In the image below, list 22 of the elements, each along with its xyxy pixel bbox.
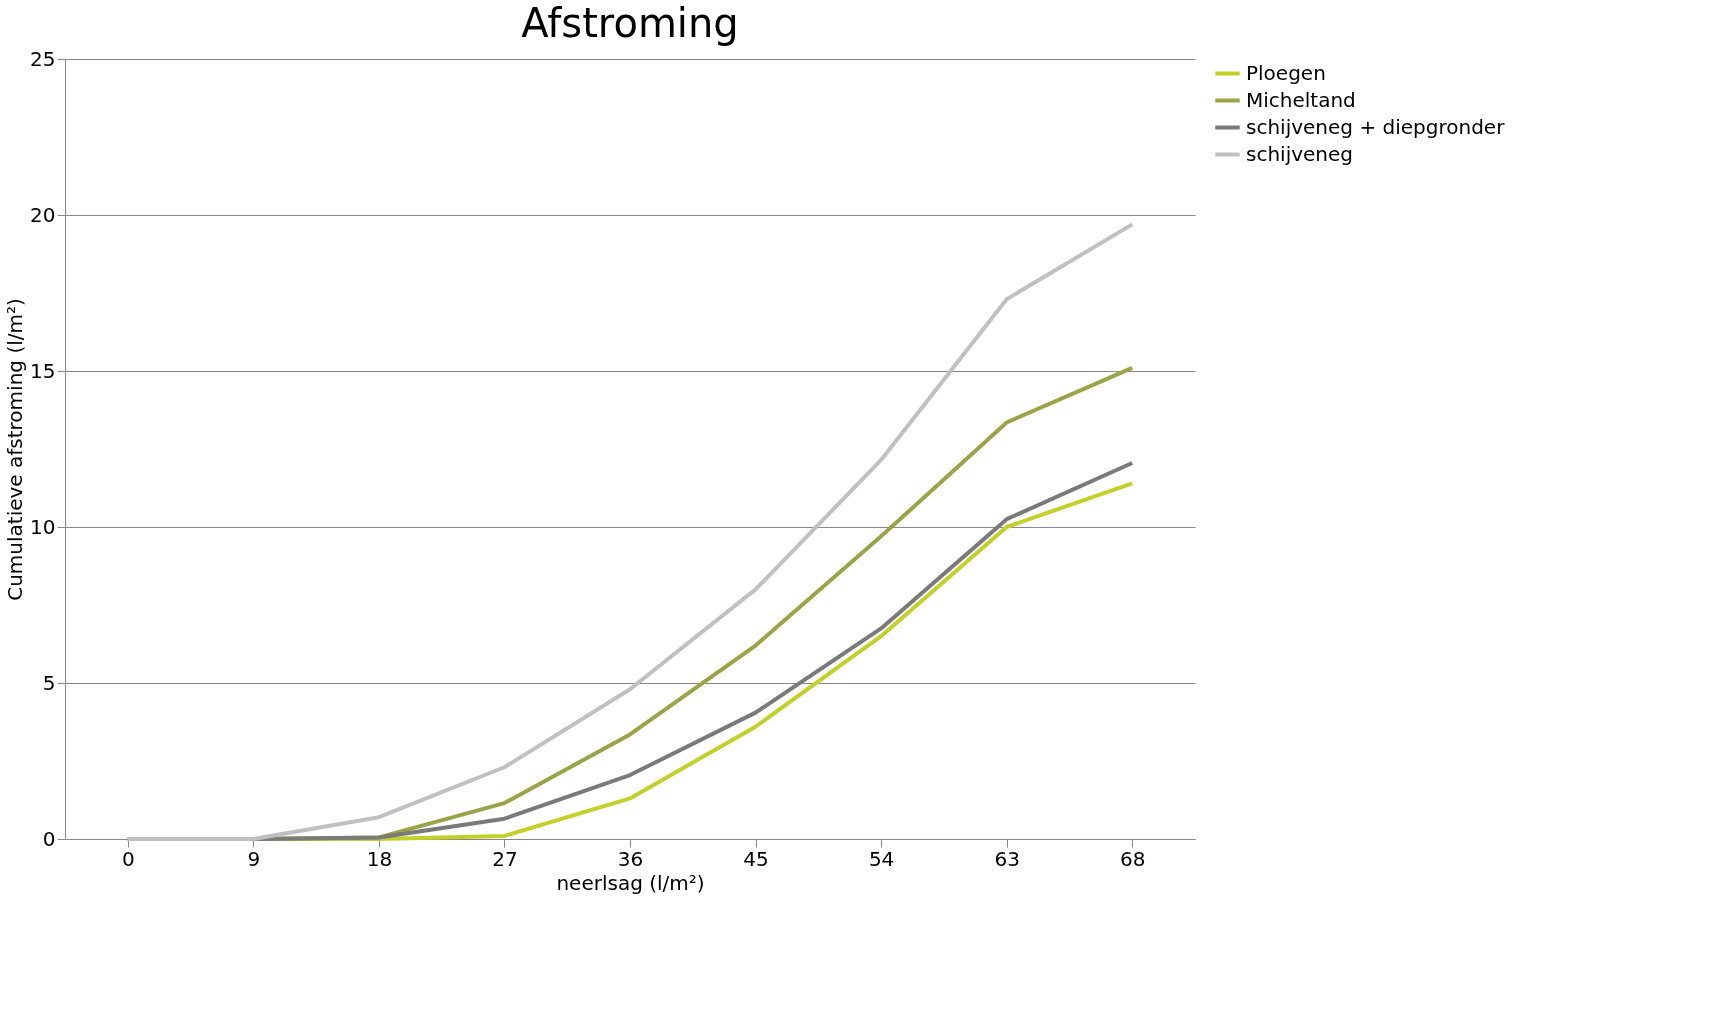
x-tick-label: 27 xyxy=(492,846,518,871)
x-tick-label: 9 xyxy=(247,846,261,871)
y-tick-label: 15 xyxy=(30,358,56,383)
y-tick-label: 25 xyxy=(30,46,56,71)
legend-label: schijveneg xyxy=(1246,141,1354,166)
legend-label: schijveneg + diepgronder xyxy=(1246,114,1506,139)
y-tick-label: 5 xyxy=(42,670,56,695)
y-axis-title: Cumulatieve afstroming (l/m²) xyxy=(3,298,28,601)
y-tick-label: 0 xyxy=(42,826,56,851)
y-tick-label: 20 xyxy=(30,202,56,227)
x-tick-label: 68 xyxy=(1120,846,1146,871)
x-tick-label: 54 xyxy=(868,846,895,871)
x-tick-label: 36 xyxy=(617,846,644,871)
x-tick-label: 45 xyxy=(743,846,769,871)
legend-label: Micheltand xyxy=(1246,87,1356,112)
legend-label: Ploegen xyxy=(1246,60,1326,85)
x-tick-label: 63 xyxy=(994,846,1020,871)
y-tick-label: 10 xyxy=(30,514,56,539)
x-tick-label: 0 xyxy=(121,846,135,871)
chart-title: Afstroming xyxy=(521,0,739,46)
x-tick-label: 18 xyxy=(366,846,393,871)
x-axis-title: neerlsag (l/m²) xyxy=(556,870,705,895)
